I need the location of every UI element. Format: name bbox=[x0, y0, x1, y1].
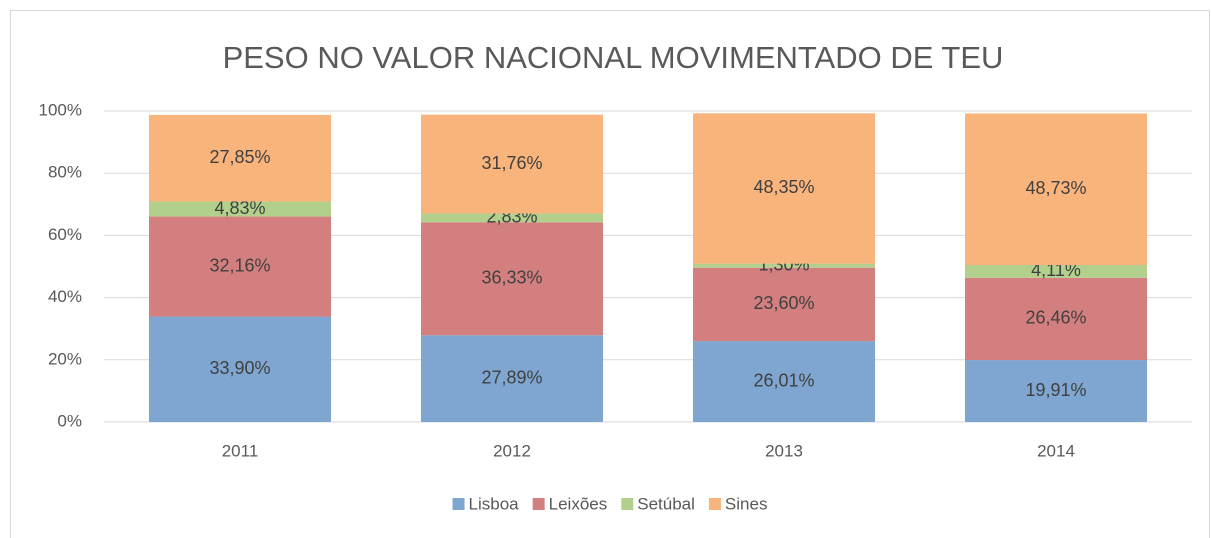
bar-segment bbox=[965, 277, 1147, 361]
bar-segment bbox=[965, 113, 1147, 266]
y-tick-label: 20% bbox=[48, 349, 82, 368]
data-label: 48,73% bbox=[1025, 178, 1086, 198]
data-label: 23,60% bbox=[753, 293, 814, 313]
legend-swatch bbox=[532, 498, 545, 510]
data-label: 31,76% bbox=[481, 153, 542, 173]
bar-segment bbox=[421, 335, 603, 422]
bar-segment bbox=[149, 316, 331, 422]
bar-segment bbox=[693, 113, 875, 264]
y-tick-label: 60% bbox=[48, 225, 82, 244]
chart-title: PESO NO VALOR NACIONAL MOVIMENTADO DE TE… bbox=[223, 40, 1004, 75]
x-tick-label: 2011 bbox=[222, 441, 259, 460]
data-label: 26,01% bbox=[753, 370, 814, 390]
bar-segment bbox=[965, 360, 1147, 422]
x-tick-label: 2013 bbox=[765, 441, 803, 460]
y-tick-label: 0% bbox=[57, 411, 82, 430]
y-tick-label: 80% bbox=[48, 163, 82, 182]
legend-swatch bbox=[621, 498, 634, 510]
y-tick-label: 100% bbox=[39, 100, 82, 119]
bar-segment bbox=[149, 216, 331, 317]
legend-swatch bbox=[708, 498, 721, 510]
bar-segment bbox=[421, 213, 603, 223]
y-tick-label: 40% bbox=[48, 287, 82, 306]
bar-segment bbox=[421, 222, 603, 336]
bar-segment bbox=[693, 341, 875, 422]
data-label: 19,91% bbox=[1025, 380, 1086, 400]
data-label: 33,90% bbox=[209, 358, 270, 378]
x-tick-label: 2012 bbox=[493, 441, 531, 460]
legend-label: Setúbal bbox=[637, 494, 695, 513]
x-tick-label: 2014 bbox=[1037, 441, 1075, 460]
data-label: 36,33% bbox=[481, 268, 542, 288]
data-label: 48,35% bbox=[753, 177, 814, 197]
legend-label: Leixões bbox=[549, 494, 608, 513]
data-label: 32,16% bbox=[209, 255, 270, 275]
legend-swatch bbox=[452, 498, 465, 510]
bar-segment bbox=[149, 114, 331, 202]
legend-label: Lisboa bbox=[469, 494, 520, 513]
legend-label: Sines bbox=[725, 494, 768, 513]
bar-segment bbox=[693, 267, 875, 342]
bar-segment bbox=[693, 263, 875, 268]
bar-segment bbox=[149, 201, 331, 217]
data-label: 4,83% bbox=[214, 198, 265, 218]
data-label: 27,89% bbox=[481, 367, 542, 387]
data-label: 4,11% bbox=[1031, 260, 1081, 280]
data-label: 27,85% bbox=[209, 147, 270, 167]
bar-segment bbox=[421, 114, 603, 214]
bar-segment bbox=[965, 265, 1147, 278]
data-label: 26,46% bbox=[1025, 308, 1086, 328]
